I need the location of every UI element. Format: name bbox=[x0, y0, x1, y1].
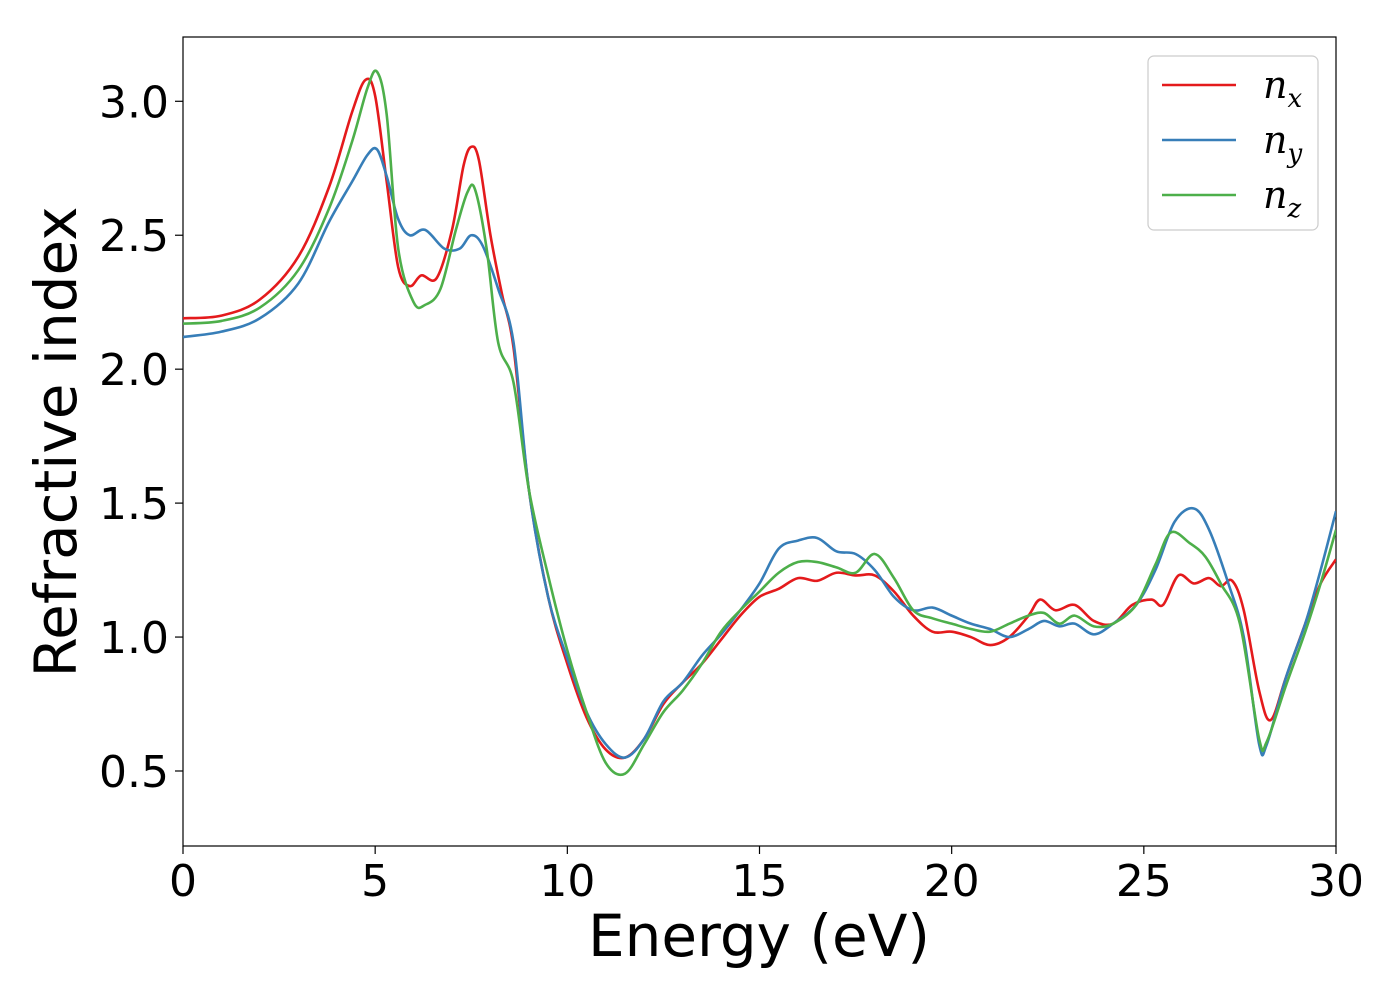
x-tick-label: 15 bbox=[732, 856, 788, 907]
x-axis: 0 5 10 15 20 25 30 bbox=[169, 846, 1364, 907]
x-tick-label: 20 bbox=[924, 856, 980, 907]
series-line-ny bbox=[183, 146, 1336, 759]
plot-area bbox=[182, 36, 1337, 847]
y-axis: 0.5 1.0 1.5 2.0 2.5 3.0 bbox=[99, 77, 183, 798]
y-tick-label: 1.0 bbox=[99, 613, 169, 664]
x-tick-label: 25 bbox=[1116, 856, 1172, 907]
series-line-nx bbox=[183, 77, 1336, 760]
y-tick-label: 1.5 bbox=[99, 479, 169, 530]
x-tick-label: 5 bbox=[361, 856, 389, 907]
y-tick-label: 2.5 bbox=[99, 211, 169, 262]
x-tick-label: 30 bbox=[1308, 856, 1364, 907]
series-line-nz bbox=[183, 69, 1336, 777]
x-axis-label: Energy (eV) bbox=[588, 902, 930, 970]
y-tick-label: 0.5 bbox=[99, 747, 169, 798]
x-tick-label: 0 bbox=[169, 856, 197, 907]
legend-frame bbox=[1147, 55, 1319, 231]
series-layer bbox=[183, 69, 1336, 777]
y-tick-label: 3.0 bbox=[99, 77, 169, 128]
x-tick-label: 10 bbox=[539, 856, 595, 907]
y-tick-label: 2.0 bbox=[99, 345, 169, 396]
y-axis-label: Refractive index bbox=[22, 206, 90, 677]
